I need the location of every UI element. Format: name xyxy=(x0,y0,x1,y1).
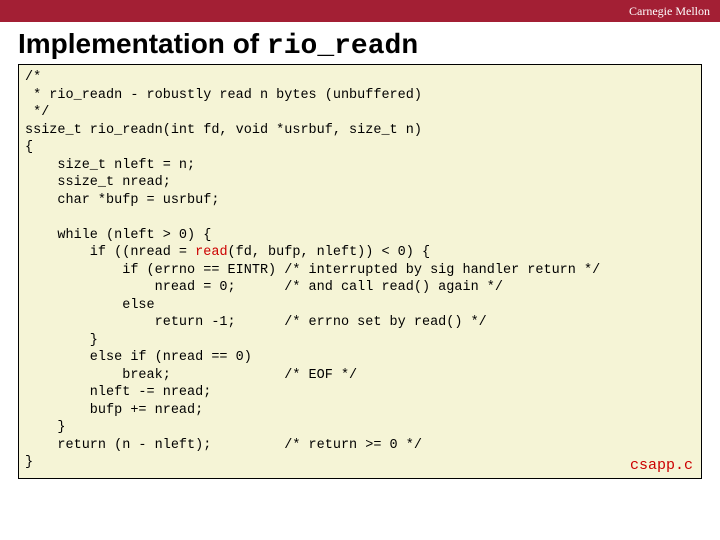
header-bar: Carnegie Mellon xyxy=(0,0,720,22)
title-func: rio_readn xyxy=(267,31,418,62)
code-content: /* * rio_readn - robustly read n bytes (… xyxy=(25,69,695,472)
code-box: /* * rio_readn - robustly read n bytes (… xyxy=(18,64,702,479)
institution-label: Carnegie Mellon xyxy=(629,4,710,18)
title-prefix: Implementation of xyxy=(18,28,267,59)
source-file-label: csapp.c xyxy=(630,457,693,474)
slide-title: Implementation of rio_readn xyxy=(0,22,720,64)
